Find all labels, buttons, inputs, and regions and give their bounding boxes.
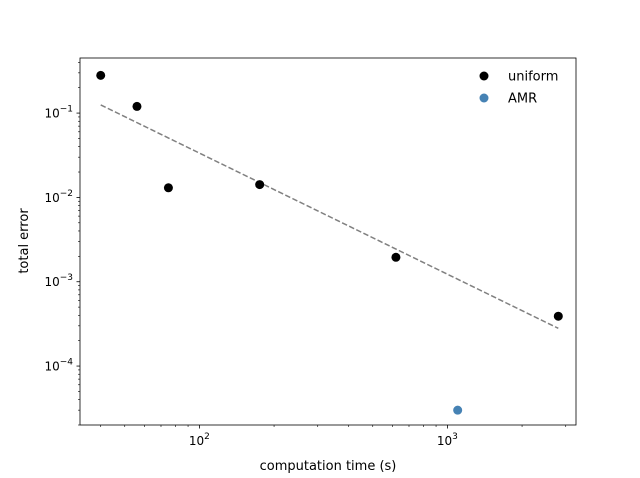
y-tick-label-2: 10−3 — [44, 273, 73, 289]
data-point-uniform-4 — [391, 252, 401, 262]
legend-label-amr: AMR — [508, 92, 537, 107]
x-axis-label: computation time (s) — [260, 459, 397, 474]
x-tick-label-1: 103 — [437, 432, 458, 448]
y-tick-label-1: 10−2 — [44, 189, 73, 205]
plot-layer — [96, 70, 563, 415]
x-tick-label-0: 102 — [189, 432, 210, 448]
y-tick-label-0: 10−1 — [44, 105, 73, 121]
data-point-uniform-5 — [553, 311, 563, 321]
data-point-uniform-0 — [96, 70, 106, 80]
data-point-amr-0 — [453, 405, 463, 415]
y-axis-label: total error — [17, 208, 32, 274]
legend-marker-amr — [479, 93, 489, 103]
data-point-uniform-3 — [255, 180, 265, 190]
ticks-layer: 102 103 10−1 10−2 10−3 10−4 — [44, 62, 567, 448]
y-tick-label-3: 10−4 — [44, 358, 73, 374]
legend-marker-uniform — [479, 71, 489, 81]
legend: uniform AMR — [479, 70, 558, 107]
data-point-uniform-1 — [132, 101, 142, 111]
fit-line — [100, 104, 559, 330]
data-point-uniform-2 — [163, 183, 173, 193]
legend-label-uniform: uniform — [508, 70, 558, 85]
plot-frame — [79, 57, 577, 426]
